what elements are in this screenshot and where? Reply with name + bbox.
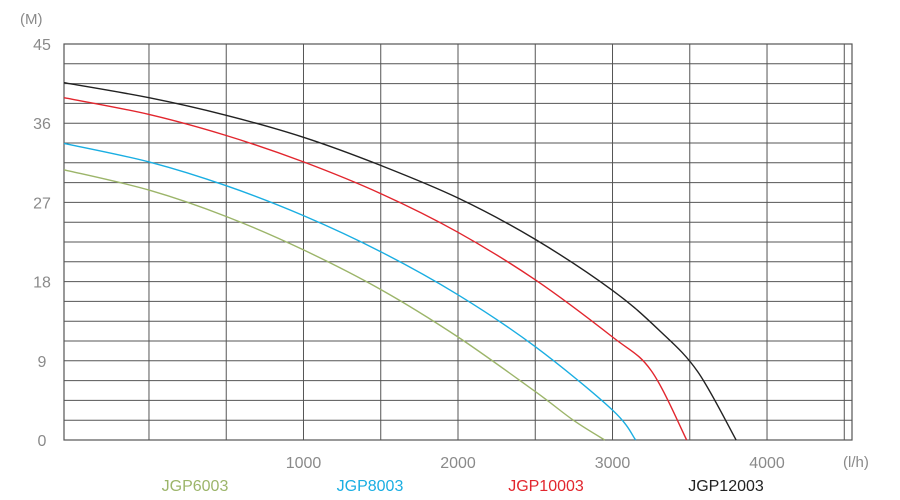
legend-item-jgp8003: JGP8003	[337, 478, 404, 495]
x-tick-label: 1000	[286, 455, 322, 472]
series-curves	[63, 82, 737, 441]
legend-item-jgp10003: JGP10003	[508, 478, 584, 495]
y-tick-label: 45	[33, 37, 51, 54]
x-axis-unit-label: (l/h)	[843, 454, 869, 471]
grid	[63, 43, 853, 441]
legend: JGP6003 JGP8003 JGP10003 JGP12003	[162, 478, 764, 495]
legend-item-jgp6003: JGP6003	[162, 478, 229, 495]
legend-item-jgp12003: JGP12003	[688, 478, 764, 495]
x-tick-label: 3000	[595, 455, 631, 472]
y-axis-unit-label: (M)	[20, 11, 43, 28]
y-tick-label: 36	[33, 116, 51, 133]
y-axis-ticks: 0 9 18 27 36 45	[33, 37, 51, 450]
y-tick-label: 9	[38, 354, 47, 371]
series-line-jgp6003	[63, 169, 606, 441]
y-tick-label: 0	[38, 433, 47, 450]
series-line-jgp12003	[63, 82, 737, 441]
x-tick-label: 2000	[440, 455, 476, 472]
series-line-jgp10003	[63, 97, 688, 441]
x-axis-ticks: 1000 2000 3000 4000	[286, 455, 785, 472]
y-tick-label: 18	[33, 275, 51, 292]
series-line-jgp8003	[63, 142, 637, 441]
x-tick-label: 4000	[749, 455, 785, 472]
y-tick-label: 27	[33, 195, 51, 212]
